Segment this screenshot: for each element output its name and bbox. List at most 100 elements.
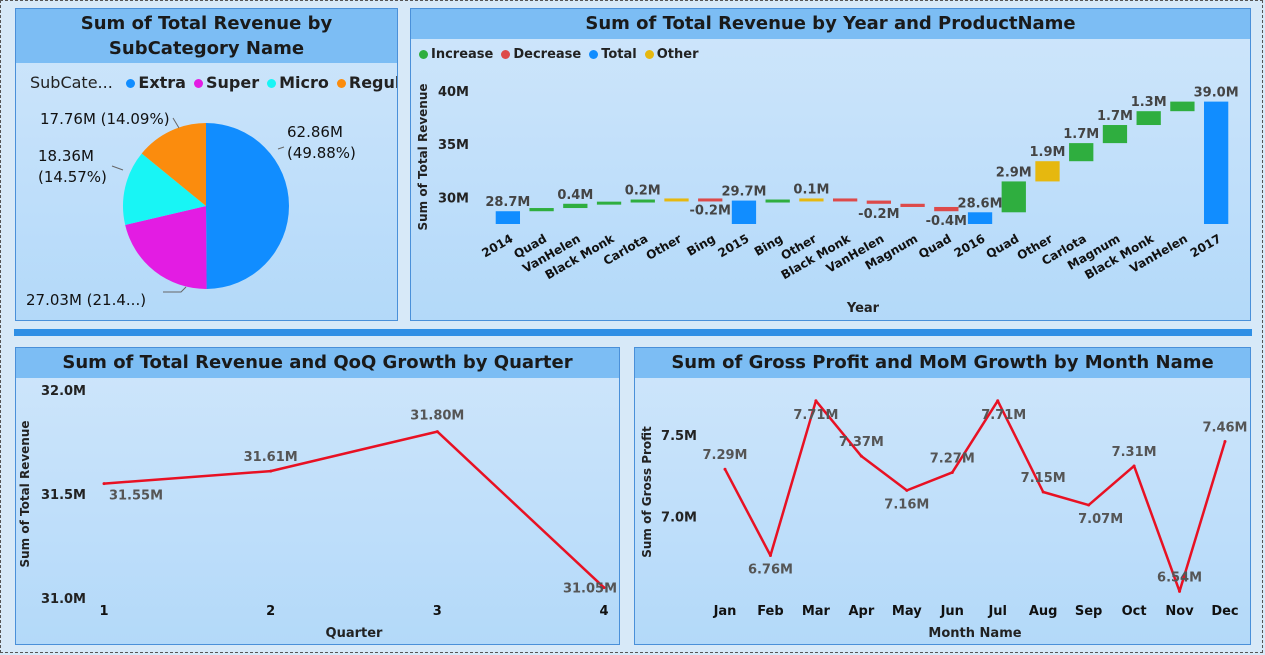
month-data-label: 7.07M: [1078, 512, 1123, 527]
pie-legend-dot-super: [193, 79, 203, 88]
quarter-point: [102, 482, 106, 486]
waterfall-data-label: 2.9M: [996, 165, 1032, 180]
month-data-label: 7.16M: [884, 497, 929, 512]
pie-legend-item-super[interactable]: Super: [205, 73, 260, 92]
waterfall-data-label: 0.2M: [625, 184, 661, 199]
waterfall-bar-total: [731, 200, 757, 224]
waterfall-data-label: 1.7M: [1097, 109, 1133, 124]
month-x-tick: Aug: [1029, 604, 1058, 619]
quarter-point: [602, 586, 606, 590]
waterfall-data-label: 1.9M: [1030, 145, 1066, 160]
pie-chart[interactable]: 62.86M (49.88%) 27.03M (21.4...) 18.36M (14.…: [16, 9, 398, 321]
pie-legend-item-micro[interactable]: Micro: [279, 73, 329, 92]
waterfall-bar-other: [1035, 161, 1060, 182]
pie-chart-panel[interactable]: Sum of Total Revenue by SubCategory Name…: [15, 8, 398, 321]
quarter-data-label: 31.80M: [410, 409, 464, 424]
waterfall-y-tick: 35M: [438, 138, 469, 153]
pie-legend-item-regular[interactable]: Regular: [348, 73, 397, 92]
quarter-y-tick: 31.0M: [41, 592, 86, 607]
waterfall-chart-panel[interactable]: Sum of Total Revenue by Year and Product…: [410, 8, 1251, 321]
quarter-series-line: [103, 430, 605, 589]
waterfall-bar-increase: [1001, 181, 1026, 213]
waterfall-legend-item-decrease[interactable]: Decrease: [513, 47, 582, 62]
waterfall-bar-total: [1203, 101, 1229, 224]
waterfall-chart[interactable]: 30M 35M 40M Sum of Total Revenue Year 28.7M 20…: [411, 9, 1251, 321]
quarter-x-axis-title: Quarter: [326, 626, 384, 641]
month-y-tick: 7.0M: [661, 510, 697, 525]
pie-data-label-micro: 18.36M: [38, 147, 94, 165]
waterfall-bar-other: [664, 198, 689, 202]
waterfall-legend-item-other[interactable]: Other: [656, 47, 699, 62]
month-x-tick: Nov: [1165, 604, 1194, 619]
pie-slice-regular: [141, 123, 206, 206]
quarter-point: [435, 430, 439, 434]
waterfall-x-tick: 2017: [1188, 231, 1224, 260]
waterfall-x-tick: 2014: [479, 231, 515, 260]
waterfall-bar-increase: [630, 199, 655, 203]
month-point: [768, 554, 772, 558]
waterfall-bar-total: [495, 211, 521, 224]
month-x-tick: May: [892, 604, 922, 619]
waterfall-y-tick: 30M: [438, 191, 469, 206]
waterfall-legend-item-total[interactable]: Total: [601, 47, 637, 62]
waterfall-bar-increase: [1102, 125, 1128, 144]
pie-data-label-super: 27.03M (21.4...): [26, 291, 146, 309]
month-point: [1041, 490, 1045, 494]
pie-data-label-extra: 62.86M: [287, 123, 343, 141]
waterfall-bar-decrease: [934, 206, 959, 212]
waterfall-legend-dot-decrease: [501, 50, 511, 59]
waterfall-legend-dot-other: [644, 50, 654, 59]
waterfall-data-label: 28.7M: [485, 195, 530, 210]
waterfall-legend-item-increase[interactable]: Increase: [431, 47, 494, 62]
month-data-label: 7.27M: [930, 451, 975, 466]
month-x-tick: Mar: [802, 604, 831, 619]
month-point: [1087, 503, 1091, 507]
quarter-point: [269, 469, 273, 473]
month-data-label: 6.54M: [1157, 570, 1202, 585]
month-data-label: 7.46M: [1202, 421, 1247, 436]
month-x-tick: Dec: [1211, 604, 1238, 619]
waterfall-x-tick: Quad: [984, 231, 1022, 261]
waterfall-bar-decrease: [900, 203, 925, 207]
quarter-data-label: 31.61M: [244, 450, 298, 465]
month-y-tick: 7.5M: [661, 429, 697, 444]
pie-legend-label: SubCate...: [30, 73, 113, 92]
month-point: [723, 467, 727, 471]
pie-leader-line: [277, 146, 285, 150]
quarter-x-tick: 1: [99, 604, 108, 619]
quarter-line-chart-panel[interactable]: Sum of Total Revenue and QoQ Growth by Q…: [15, 347, 620, 645]
waterfall-data-label: 28.6M: [958, 196, 1003, 211]
month-point: [905, 488, 909, 492]
pie-legend-item-extra[interactable]: Extra: [138, 73, 186, 92]
pie-leader-line: [111, 165, 124, 171]
month-x-tick: Jan: [713, 604, 737, 619]
month-line-chart-panel[interactable]: Sum of Gross Profit and MoM Growth by Mo…: [634, 347, 1251, 645]
month-line-chart[interactable]: 7.0M 7.5M Sum of Gross Profit Month Name Jan…: [635, 348, 1251, 645]
waterfall-bar-decrease: [698, 198, 723, 202]
quarter-x-tick: 3: [433, 604, 442, 619]
pie-data-label-extra: (49.88%): [287, 144, 356, 162]
waterfall-bar-increase: [1136, 111, 1161, 126]
waterfall-x-tick: Bing: [684, 231, 717, 258]
pie-chart-title: Sum of Total Revenue by SubCategory Name: [16, 9, 397, 63]
pie-slice-micro: [122, 153, 206, 225]
waterfall-data-label: 1.3M: [1131, 95, 1167, 110]
waterfall-x-tick: Other: [644, 231, 684, 262]
waterfall-data-label: -0.2M: [690, 204, 731, 219]
waterfall-x-tick: Quad: [916, 231, 954, 261]
waterfall-bar-increase: [563, 203, 588, 209]
month-point: [814, 399, 818, 403]
month-data-label: 7.31M: [1112, 445, 1157, 460]
month-point: [1223, 440, 1227, 444]
waterfall-bar-increase: [765, 199, 790, 203]
quarter-line-chart[interactable]: 31.0M 31.5M 32.0M Sum of Total Revenue Quart…: [16, 348, 620, 645]
month-data-label: 7.71M: [981, 408, 1026, 423]
month-data-label: 7.37M: [839, 435, 884, 450]
waterfall-data-label: 0.1M: [793, 182, 829, 197]
section-divider: [14, 329, 1252, 336]
month-y-axis-title: Sum of Gross Profit: [640, 426, 654, 558]
month-x-tick: Sep: [1075, 604, 1103, 619]
quarter-data-label: 31.55M: [109, 489, 163, 504]
pie-legend-dot-regular: [336, 79, 346, 88]
